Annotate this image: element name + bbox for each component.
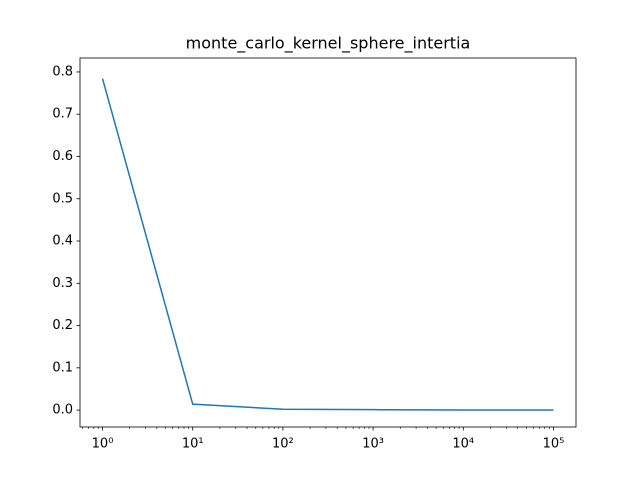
y-tick-label: 0.2 [52, 318, 73, 333]
y-tick-label: 0.0 [52, 403, 73, 418]
y-tick-label: 0.7 [52, 107, 73, 122]
x-tick-label: 10⁴ [452, 437, 474, 452]
x-tick-label: 10² [272, 437, 294, 452]
x-tick-label: 10⁰ [92, 437, 114, 452]
y-tick-label: 0.1 [52, 360, 73, 375]
axes-frame [79, 57, 577, 428]
y-tick-label: 0.6 [52, 149, 73, 164]
y-tick-label: 0.3 [52, 276, 73, 291]
x-tick-label: 10⁵ [543, 437, 565, 452]
y-tick-label: 0.5 [52, 191, 73, 206]
data-line [101, 78, 554, 411]
chart-title: monte_carlo_kernel_sphere_intertia [186, 34, 471, 54]
y-tick-label: 0.4 [52, 234, 73, 249]
x-tick-label: 10³ [362, 437, 384, 452]
y-tick-label: 0.8 [52, 64, 73, 79]
x-tick-label: 10¹ [182, 437, 204, 452]
